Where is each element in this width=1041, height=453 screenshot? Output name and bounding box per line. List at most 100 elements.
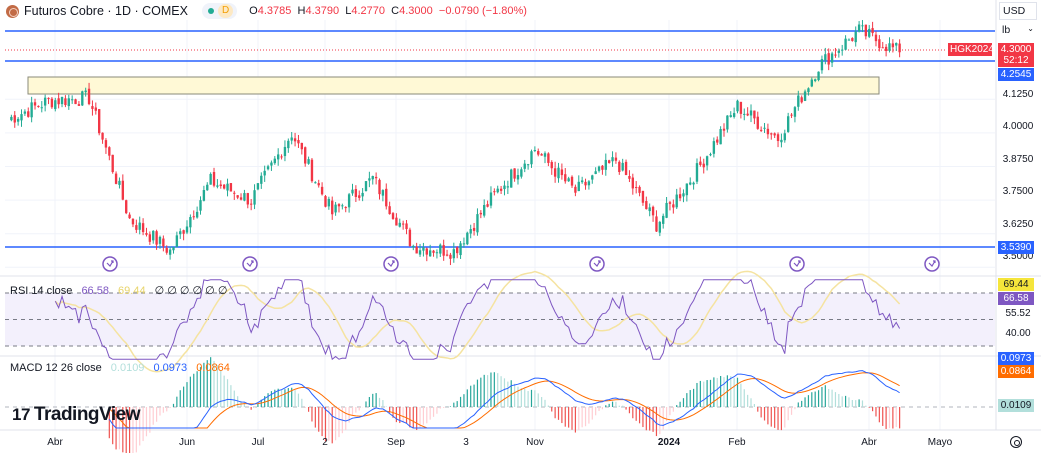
open-label: O xyxy=(249,5,258,17)
candle-body xyxy=(135,225,138,230)
settings-gear-icon[interactable] xyxy=(1010,436,1022,448)
rsi-ma-value: 69.44 xyxy=(118,285,146,297)
candle-body xyxy=(398,222,401,227)
candle-body xyxy=(371,176,374,180)
candle-body xyxy=(351,189,354,194)
candle-body xyxy=(236,195,239,198)
macd-line xyxy=(108,370,900,429)
candle-body xyxy=(74,99,77,105)
candle-body xyxy=(202,190,206,201)
open-value: 4.3785 xyxy=(257,5,292,17)
symbol-title[interactable]: Futuros Cobre · 1D · COMEX xyxy=(24,4,188,18)
candle-body xyxy=(378,179,381,195)
candle-body xyxy=(729,115,732,117)
rsi-legend[interactable]: RSI 14 close 66.58 69.44 ∅ ∅ ∅ ∅ ∅ ∅ xyxy=(10,284,233,297)
candle-body xyxy=(368,178,371,181)
candle-body xyxy=(229,183,233,192)
candle-body xyxy=(526,164,530,166)
candle-body xyxy=(334,204,337,213)
candle-body xyxy=(222,184,226,189)
macd-signal-value: 0.0864 xyxy=(196,362,230,374)
candle-body xyxy=(408,229,412,246)
candle-body xyxy=(439,244,442,254)
tradingview-logo[interactable]: 17 TradingView xyxy=(12,404,141,426)
candle-body xyxy=(125,200,128,214)
candle-body xyxy=(861,25,864,27)
candle-body xyxy=(800,97,803,103)
candle-body xyxy=(300,142,304,150)
market-open-dot-icon xyxy=(207,8,214,14)
symbol-tag: HGK2024 xyxy=(948,43,994,56)
candle-body xyxy=(790,114,793,116)
candle-body xyxy=(567,178,570,182)
candle-body xyxy=(533,150,537,152)
candle-body xyxy=(611,157,614,162)
candle-body xyxy=(395,217,398,226)
candle-body xyxy=(851,38,854,41)
candle-body xyxy=(854,31,857,43)
time-axis-label: Mayo xyxy=(927,437,953,448)
rsi-axis-label: 66.58 xyxy=(998,292,1034,305)
candle-body xyxy=(871,28,874,34)
candle-body xyxy=(121,180,125,200)
candle-body xyxy=(884,46,888,51)
candle-body xyxy=(293,138,297,142)
candle-body xyxy=(152,230,155,241)
candle-body xyxy=(361,192,364,197)
candle-body xyxy=(344,207,347,209)
candle-body xyxy=(256,183,260,190)
close-label: C xyxy=(391,5,400,17)
candle-body xyxy=(40,107,43,109)
candle-body xyxy=(168,249,172,255)
candle-body xyxy=(699,161,702,165)
brand-name: TradingView xyxy=(33,404,141,425)
candle-body xyxy=(655,216,658,232)
candle-body xyxy=(287,140,290,149)
event-marker-icon xyxy=(102,256,118,272)
candle-body xyxy=(553,168,557,177)
candle-body xyxy=(118,180,121,185)
currency-select[interactable]: USD xyxy=(999,2,1037,20)
candle-body xyxy=(584,181,587,186)
candle-body xyxy=(462,243,466,245)
candle-body xyxy=(759,129,763,131)
candle-body xyxy=(780,139,783,143)
candle-body xyxy=(476,214,479,233)
time-axis-label: 3 xyxy=(463,437,469,448)
time-axis-label: Jul xyxy=(251,437,265,448)
candle-body xyxy=(422,247,425,251)
price-tick: 4.0000 xyxy=(1002,121,1034,132)
unit-select[interactable]: lb ⌄ xyxy=(999,22,1037,38)
candle-body xyxy=(381,190,385,196)
candle-body xyxy=(773,133,776,136)
histogram-axis-label: 0.0109 xyxy=(998,399,1034,412)
rsi-level-label: 40.00 xyxy=(1005,328,1031,339)
symbol-legend: Futuros Cobre · 1D · COMEX D O4.3785 H4.… xyxy=(6,3,527,19)
candle-body xyxy=(786,116,790,132)
candle-body xyxy=(580,180,584,183)
hline-label-upper: 4.2545 xyxy=(998,68,1034,81)
candle-body xyxy=(70,99,74,101)
candle-body xyxy=(776,134,780,142)
candle-body xyxy=(689,182,692,185)
market-status-pill[interactable]: D xyxy=(201,3,238,19)
macd-legend[interactable]: MACD 12 26 close 0.0109 0.0973 0.0864 xyxy=(10,362,236,374)
candle-body xyxy=(47,97,50,99)
candle-body xyxy=(672,204,675,208)
candle-body xyxy=(324,196,327,207)
candle-body xyxy=(618,161,621,173)
candle-body xyxy=(513,168,516,179)
candle-body xyxy=(445,254,449,256)
candle-body xyxy=(736,100,739,112)
candle-body xyxy=(327,198,331,207)
candle-body xyxy=(837,50,841,53)
signal-axis-label: 0.0864 xyxy=(998,365,1034,378)
candle-body xyxy=(820,59,824,71)
candle-body xyxy=(233,192,236,194)
candle-body xyxy=(145,233,148,235)
candle-body xyxy=(283,146,287,157)
delayed-badge: D xyxy=(217,4,234,18)
candle-body xyxy=(641,190,645,203)
candle-body xyxy=(364,181,368,191)
